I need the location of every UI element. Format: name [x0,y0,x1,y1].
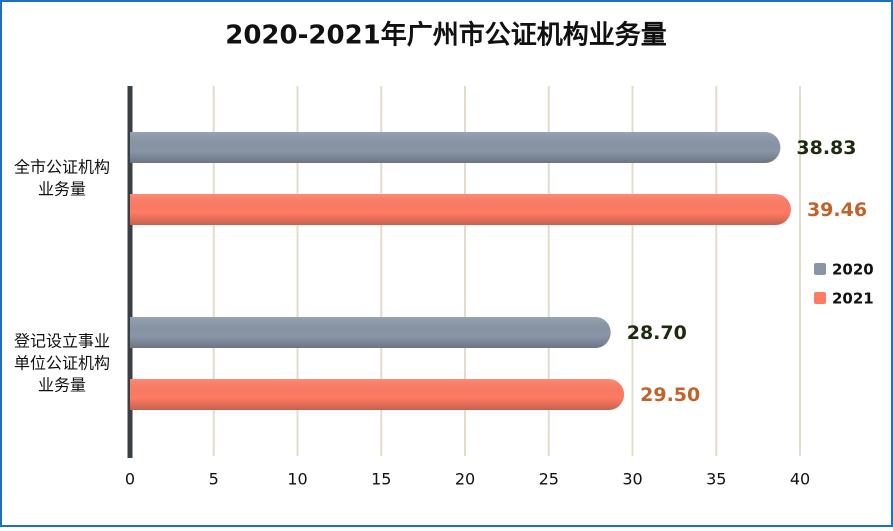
bar-shade [130,317,611,348]
label-line: 登记设立事业 [14,331,110,350]
legend-label: 2021 [832,290,874,308]
value-label: 28.70 [627,322,687,344]
label-line: 全市公证机构 [14,157,110,176]
value-label: 39.46 [807,199,867,221]
x-tick-label: 5 [209,470,219,489]
label-line: 业务量 [38,179,86,198]
legend-swatch [814,263,826,275]
label-line: 单位公证机构 [14,353,110,372]
bar-shade [130,132,781,163]
bar-shade [130,379,625,410]
x-tick-label: 25 [539,470,559,489]
x-tick-label: 30 [622,470,642,489]
chart-title: 2020-2021年广州市公证机构业务量 [225,20,667,51]
x-tick-label: 20 [455,470,475,489]
label-line: 业务量 [38,375,86,394]
legend-label: 2020 [832,261,874,279]
value-label: 38.83 [796,137,856,159]
legend-swatch [814,292,826,304]
x-tick-label: 35 [706,470,726,489]
value-label: 29.50 [640,384,700,406]
x-tick-label: 15 [371,470,391,489]
x-tick-label: 0 [125,470,135,489]
x-tick-label: 10 [287,470,307,489]
y-tick-label: 登记设立事业单位公证机构业务量 [14,331,110,394]
y-tick-label: 全市公证机构业务量 [14,157,110,198]
bar-shade [130,194,791,225]
x-tick-label: 40 [790,470,810,489]
